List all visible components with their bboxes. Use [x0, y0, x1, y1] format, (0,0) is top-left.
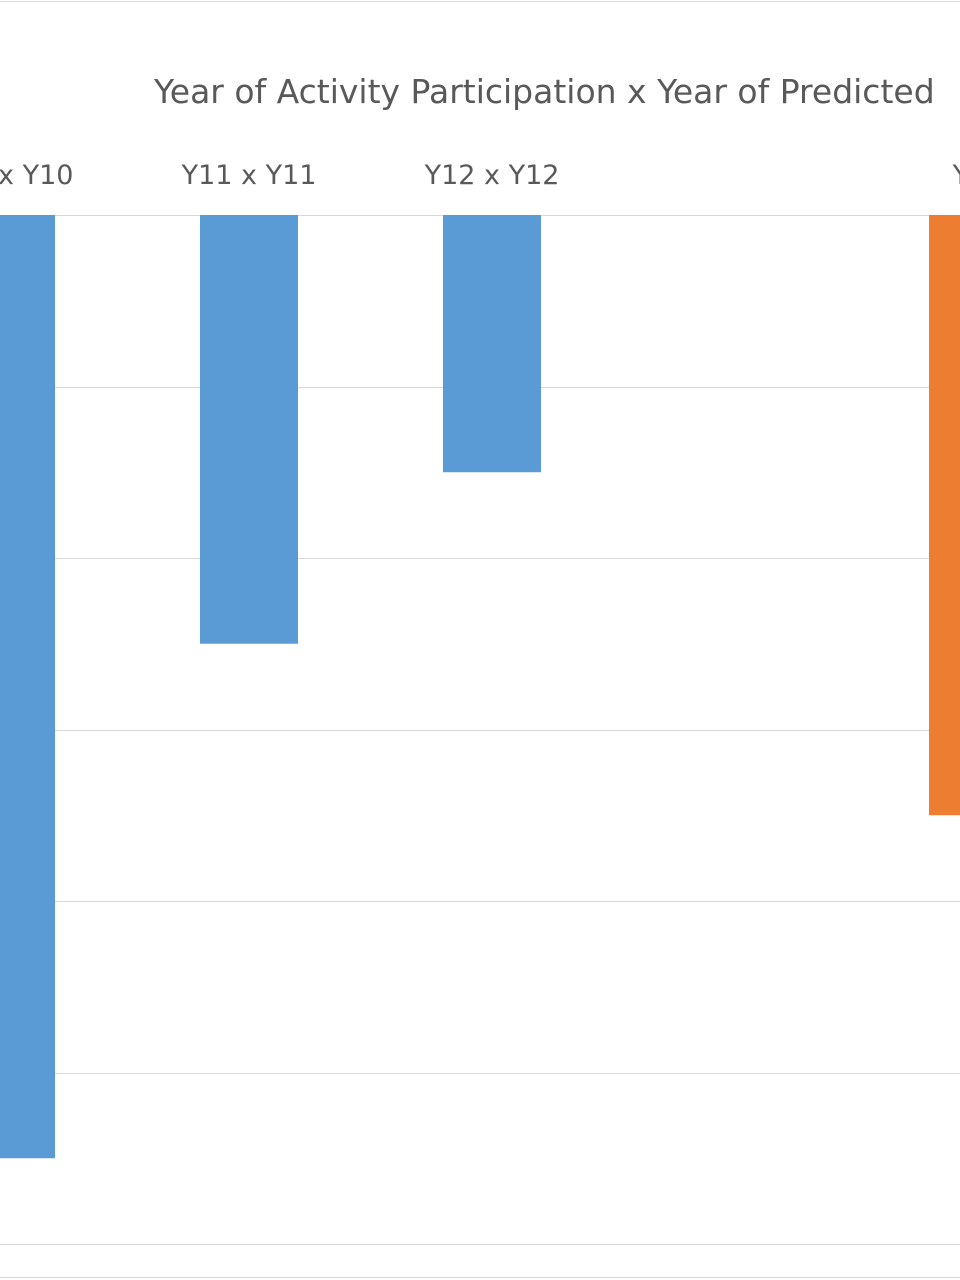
category-label: Y10	[952, 160, 960, 191]
chart-title: Year of Activity Participation x Year of…	[153, 72, 935, 111]
category-label: Y11 x Y11	[181, 160, 317, 191]
bar-series-1-3	[443, 215, 541, 473]
bars	[0, 215, 960, 1159]
category-labels: Y10 x Y10 Y11 x Y11 Y12 x Y12 Y10	[0, 160, 960, 191]
bar-series-1-2	[200, 215, 298, 644]
bar-series-2-5	[929, 215, 960, 816]
gridlines	[0, 215, 960, 1245]
category-label: Y10 x Y10	[0, 160, 73, 191]
bar-series-1-1	[0, 215, 55, 1159]
category-label: Y12 x Y12	[424, 160, 560, 191]
